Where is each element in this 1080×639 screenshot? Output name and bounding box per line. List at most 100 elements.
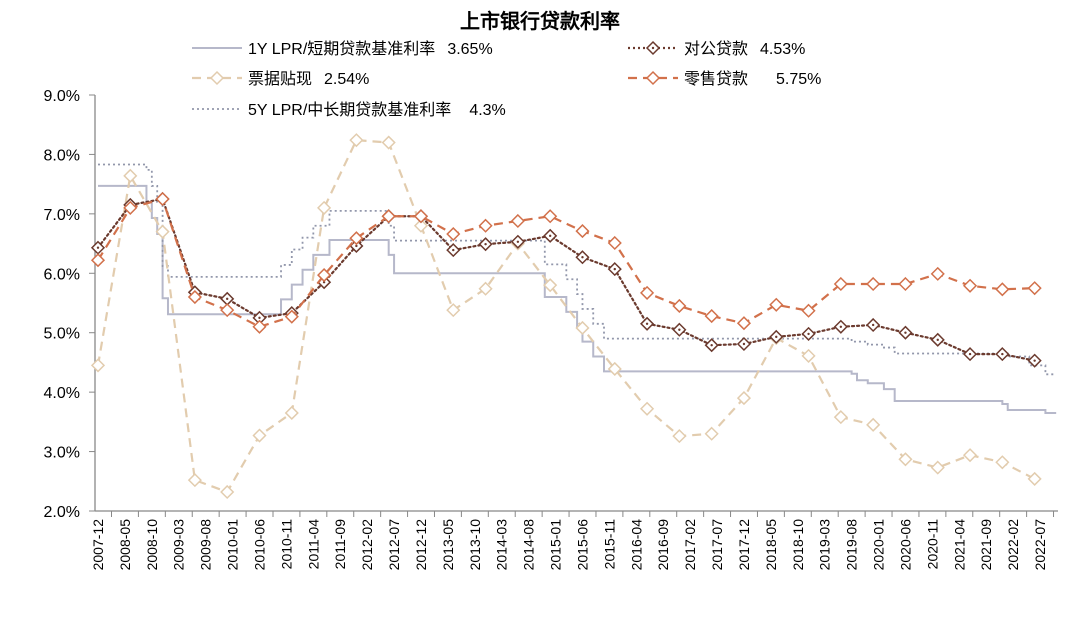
data-point: [575, 320, 590, 336]
data-point: [478, 281, 493, 296]
diamond-marker-icon: [155, 224, 170, 239]
marker-dot: [936, 338, 939, 342]
diamond-marker-icon: [90, 253, 106, 268]
series-3: [90, 191, 1042, 368]
legend-label: 零售贷款: [684, 70, 748, 88]
diamond-marker-icon: [413, 218, 429, 233]
data-point: [1027, 353, 1042, 368]
legend-value: 2.54%: [324, 71, 369, 88]
x-tick-label: 2015-01: [548, 519, 564, 571]
x-tick-label: 2012-12: [413, 519, 429, 571]
legend-label: 票据贴现: [248, 70, 312, 88]
marker-dot: [516, 240, 520, 243]
legend-marker: [209, 70, 225, 86]
diamond-marker-icon: [187, 473, 202, 488]
plot-area: [90, 133, 1057, 500]
data-point: [607, 235, 622, 251]
data-point: [1027, 471, 1042, 486]
data-point: [962, 347, 978, 362]
diamond-marker-icon: [543, 209, 558, 224]
data-point: [995, 282, 1010, 297]
diamond-marker-icon: [736, 316, 752, 331]
data-point: [898, 325, 913, 340]
data-point: [672, 298, 687, 314]
diamond-marker-icon: [510, 213, 525, 229]
diamond-marker-icon: [898, 452, 913, 467]
marker-dot: [651, 46, 655, 50]
diamond-marker-icon: [1027, 281, 1042, 296]
data-point: [672, 429, 687, 444]
data-point: [898, 452, 913, 467]
diamond-marker-icon: [90, 358, 106, 373]
diamond-marker-icon: [155, 191, 170, 207]
marker-dot: [807, 332, 810, 336]
diamond-marker-icon: [284, 405, 299, 421]
data-point: [510, 234, 525, 249]
x-tick-label: 2007-12: [90, 519, 106, 571]
legend-item: 1Y LPR/短期贷款基准利率 3.65%: [192, 40, 493, 58]
diamond-marker-icon: [381, 135, 396, 150]
diamond-marker-icon: [446, 303, 461, 318]
data-point: [187, 289, 202, 305]
x-tick-label: 2020-01: [871, 519, 887, 571]
data-point: [704, 309, 719, 324]
diamond-marker-icon: [575, 224, 590, 239]
data-point: [446, 243, 461, 258]
y-tick-label: 5.0%: [44, 326, 80, 343]
data-point: [543, 228, 558, 243]
diamond-marker-icon: [478, 281, 493, 296]
axes: 2.0% 3.0% 4.0% 5.0% 6.0% 7.0% 8.0% 9.0% 2007-12 2…: [44, 88, 1058, 570]
data-point: [801, 326, 816, 341]
x-tick-label: 2009-03: [171, 519, 187, 571]
data-point: [995, 455, 1010, 470]
data-point: [801, 348, 816, 363]
legend-marker: [645, 40, 661, 56]
x-tick-label: 2011-04: [305, 519, 321, 570]
data-point: [252, 319, 267, 334]
data-point: [962, 448, 978, 463]
data-point: [317, 268, 332, 283]
data-point: [123, 200, 138, 215]
marker-dot: [613, 267, 616, 271]
data-point: [995, 347, 1010, 362]
marker-dot: [548, 234, 552, 238]
series-0-line: [98, 184, 1057, 414]
x-tick-label: 2012-02: [359, 519, 375, 571]
legend-marker: [645, 70, 661, 86]
data-point: [220, 484, 235, 500]
chart-title: 上市银行贷款利率: [460, 9, 620, 33]
marker-dot: [1033, 359, 1036, 362]
x-tick-label: 2010-01: [225, 519, 241, 571]
marker-dot: [742, 342, 746, 346]
diamond-marker-icon: [478, 218, 493, 233]
series-2-line: [98, 163, 1057, 376]
data-point: [220, 303, 235, 318]
series-2: [98, 163, 1057, 376]
diamond-marker-icon: [252, 319, 267, 334]
x-tick-label: 2009-08: [198, 519, 214, 571]
series-4: [90, 191, 1042, 334]
data-point: [866, 317, 881, 333]
data-point: [90, 358, 106, 373]
data-point: [543, 209, 558, 224]
data-point: [1027, 281, 1042, 296]
x-tick-label: 2022-07: [1032, 519, 1048, 571]
data-point: [317, 200, 332, 215]
x-tick-label: 2008-05: [117, 519, 133, 571]
data-point: [833, 319, 848, 334]
diamond-marker-icon: [995, 455, 1010, 470]
data-point: [510, 213, 525, 229]
data-point: [898, 276, 913, 292]
x-tick-label: 2021-04: [951, 519, 967, 571]
x-tick-label: 2018-05: [763, 519, 779, 571]
marker-dot: [581, 256, 584, 259]
data-point: [478, 218, 493, 233]
data-point: [413, 218, 429, 233]
data-point: [123, 168, 138, 183]
diamond-marker-icon: [645, 70, 661, 86]
x-tick-label: 2016-09: [655, 519, 671, 571]
data-point: [478, 237, 493, 252]
x-tick-label: 2019-08: [844, 519, 860, 571]
x-tick-label: 2010-11: [278, 519, 294, 570]
